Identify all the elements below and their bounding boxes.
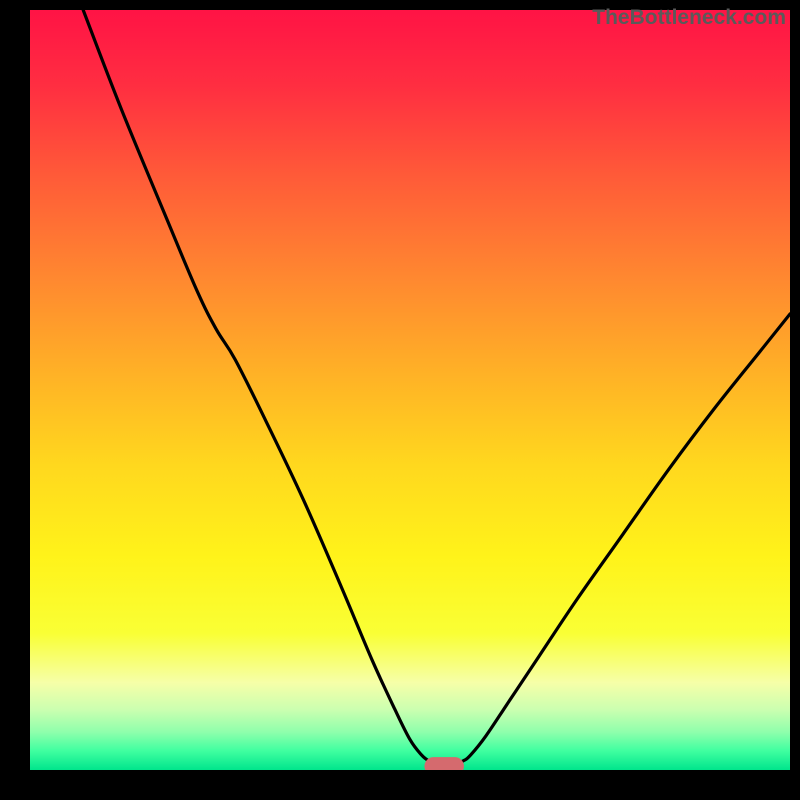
optimal-marker (424, 757, 464, 770)
chart-background (30, 10, 790, 770)
bottleneck-chart (30, 10, 790, 770)
chart-svg (30, 10, 790, 770)
watermark-text: TheBottleneck.com (592, 6, 786, 30)
